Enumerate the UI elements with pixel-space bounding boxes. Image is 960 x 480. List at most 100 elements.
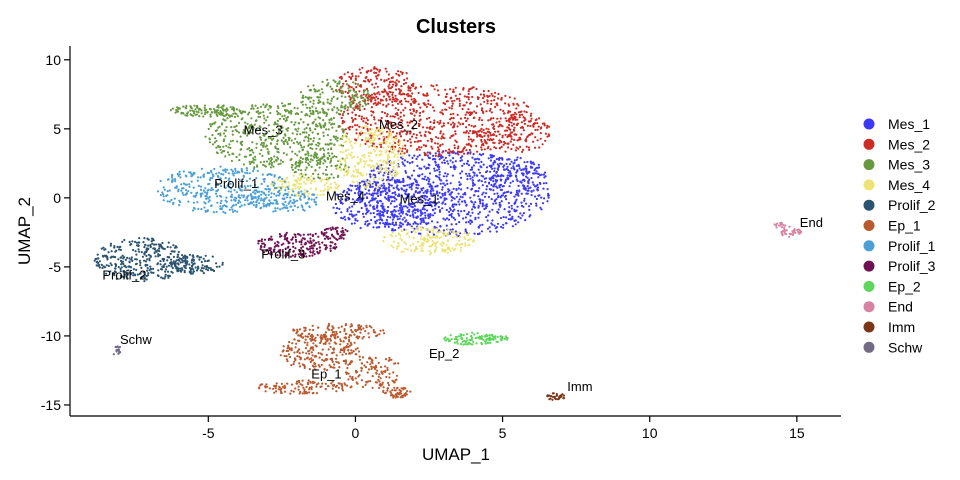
point-Mes_2-545 <box>358 109 361 112</box>
point-Mes_4-327 <box>435 234 438 237</box>
point-Mes_1-1190 <box>409 214 412 217</box>
point-Mes_3-727 <box>352 107 355 110</box>
point-Prolif_1-69 <box>231 170 234 173</box>
point-Mes_4-226 <box>369 159 372 162</box>
point-Ep_1-609 <box>404 387 407 390</box>
point-Mes_3-172 <box>282 117 285 121</box>
point-Mes_4-389 <box>436 236 439 239</box>
point-Mes_3-165 <box>327 128 330 131</box>
point-Prolif_1-72 <box>197 176 200 179</box>
point-Mes_3-460 <box>214 137 217 140</box>
point-Mes_2-332 <box>403 152 406 155</box>
point-Mes_2-602 <box>378 93 381 96</box>
point-Mes_1-613 <box>471 179 474 182</box>
point-Mes_4-539 <box>277 186 280 189</box>
point-Mes_1-574 <box>368 173 371 176</box>
point-Mes_2-724 <box>394 94 397 97</box>
point-Prolif_1-8 <box>187 190 190 193</box>
point-Mes_1-774 <box>479 202 482 205</box>
point-Mes_2-691 <box>441 135 444 138</box>
point-Mes_4-381 <box>416 228 420 231</box>
point-Ep_1-416 <box>324 382 327 385</box>
point-Mes_2-815 <box>348 75 351 78</box>
point-Prolif_2-91 <box>128 261 131 264</box>
point-Prolif_2-141 <box>130 256 133 259</box>
point-Ep_1-483 <box>364 383 367 386</box>
point-Mes_2-827 <box>389 87 392 90</box>
point-Mes_1-849 <box>450 215 453 218</box>
point-Mes_3-136 <box>222 145 225 148</box>
point-Mes_1-422 <box>464 193 467 196</box>
point-Mes_2-796 <box>404 81 408 84</box>
point-Mes_2-167 <box>449 136 452 139</box>
point-Mes_4-214 <box>378 154 381 157</box>
point-Prolif_2-392 <box>221 261 224 264</box>
point-Mes_3-689 <box>322 109 325 112</box>
point-Mes_1-1216 <box>497 168 500 171</box>
point-Prolif_2-297 <box>170 250 173 253</box>
point-Prolif_2-288 <box>150 271 153 274</box>
point-Mes_3-171 <box>291 132 294 135</box>
point-Mes_1-594 <box>522 212 526 215</box>
point-Mes_3-330 <box>322 147 325 150</box>
point-Ep_1-220 <box>324 338 327 341</box>
point-Mes_1-456 <box>441 194 444 197</box>
point-Mes_2-749 <box>373 86 376 89</box>
point-Mes_2-518 <box>380 145 383 149</box>
point-Mes_2-396 <box>343 110 346 113</box>
point-Mes_3-184 <box>229 146 232 149</box>
point-Mes_3-736 <box>308 107 312 110</box>
point-Prolif_1-159 <box>190 180 193 183</box>
point-Mes_1-1306 <box>496 179 499 182</box>
point-Mes_2-689 <box>392 136 395 139</box>
point-Mes_4-398 <box>382 240 385 243</box>
point-Ep_1-415 <box>261 383 264 386</box>
point-Mes_3-690 <box>344 95 347 99</box>
point-Mes_2-765 <box>357 75 360 78</box>
point-Mes_1-254 <box>413 154 416 157</box>
point-Mes_1-1341 <box>495 175 498 178</box>
point-Mes_1-1282 <box>530 190 533 193</box>
point-Mes_1-532 <box>455 203 458 206</box>
point-Mes_2-598 <box>467 92 470 96</box>
point-Mes_3-332 <box>341 128 344 131</box>
point-Ep_1-289 <box>353 333 356 336</box>
point-Mes_2-318 <box>508 104 511 107</box>
point-Mes_2-686 <box>483 100 486 103</box>
point-Ep_1-162 <box>296 355 299 358</box>
point-Mes_1-773 <box>545 182 548 185</box>
point-Mes_2-107 <box>361 138 364 142</box>
point-Prolif_2-140 <box>163 258 166 261</box>
point-Ep_1-131 <box>347 348 350 351</box>
point-Ep_1-516 <box>368 356 371 359</box>
point-Prolif_2-10 <box>137 250 141 253</box>
point-Ep_1-259 <box>362 327 365 330</box>
point-Mes_4-247 <box>396 143 399 146</box>
point-Mes_4-206 <box>344 167 347 170</box>
point-Mes_3-692 <box>329 102 332 105</box>
point-Mes_1-1126 <box>416 223 419 226</box>
point-Prolif_2-282 <box>107 251 110 254</box>
point-Mes_3-192 <box>303 139 306 142</box>
point-Mes_3-642 <box>336 85 339 88</box>
point-Prolif_2-170 <box>93 259 96 262</box>
point-Mes_2-475 <box>516 118 519 121</box>
point-Prolif_1-77 <box>246 199 249 202</box>
point-Mes_2-859 <box>383 79 386 82</box>
point-Prolif_2-398 <box>185 264 188 267</box>
point-Mes_1-19 <box>433 169 436 172</box>
point-Mes_3-807 <box>322 172 325 175</box>
point-Mes_2-393 <box>465 143 468 146</box>
point-Prolif_2-376 <box>201 270 204 273</box>
point-Mes_1-568 <box>519 180 522 183</box>
point-Mes_4-300 <box>416 226 419 229</box>
point-Mes_3-39 <box>281 160 284 163</box>
point-Mes_2-559 <box>458 97 461 100</box>
point-Mes_3-774 <box>310 165 313 168</box>
point-Mes_1-796 <box>427 203 430 206</box>
point-Mes_4-388 <box>394 234 397 237</box>
point-Ep_1-381 <box>321 382 324 385</box>
point-Mes_1-1140 <box>354 184 357 188</box>
point-Mes_1-217 <box>465 172 468 175</box>
point-Mes_3-96 <box>204 135 207 138</box>
